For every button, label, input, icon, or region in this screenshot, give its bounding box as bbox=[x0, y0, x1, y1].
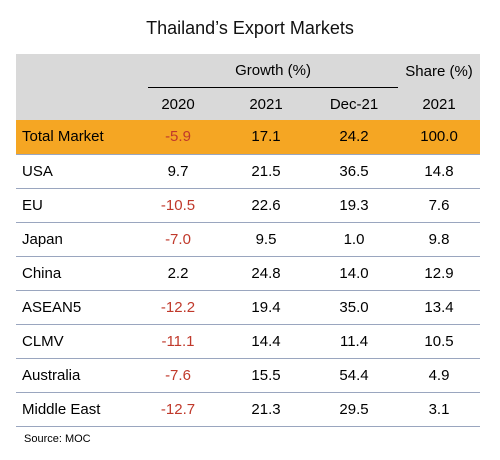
cell-growth-dec21: 54.4 bbox=[310, 358, 399, 393]
cell-growth-2021: 9.5 bbox=[222, 222, 310, 257]
cell-share-2021: 12.9 bbox=[398, 256, 481, 291]
cell-growth-2020: -12.2 bbox=[134, 290, 222, 325]
cell-growth-dec21: 29.5 bbox=[310, 392, 399, 427]
cell-share-2021: 9.8 bbox=[398, 222, 481, 257]
row-name: China bbox=[16, 256, 134, 291]
cell-growth-2020: -7.0 bbox=[134, 222, 222, 257]
table-row: China 2.2 24.8 14.0 12.9 bbox=[16, 256, 481, 291]
cell-growth-2021: 14.4 bbox=[222, 324, 310, 359]
table-row: Total Market -5.9 17.1 24.2 100.0 bbox=[16, 120, 481, 155]
column-header-dec21: Dec-21 bbox=[329, 95, 379, 113]
cell-growth-2020: -10.5 bbox=[134, 188, 222, 223]
row-name: Middle East bbox=[16, 392, 134, 427]
row-name: ASEAN5 bbox=[16, 290, 134, 325]
row-name: CLMV bbox=[16, 324, 134, 359]
row-name: Australia bbox=[16, 358, 134, 393]
column-header-share-2021: 2021 bbox=[422, 95, 456, 113]
cell-growth-2021: 21.5 bbox=[222, 154, 310, 189]
cell-share-2021: 14.8 bbox=[398, 154, 481, 189]
table-row: USA 9.7 21.5 36.5 14.8 bbox=[16, 154, 481, 189]
growth-group-label: Growth (%) bbox=[148, 54, 399, 88]
cell-share-2021: 10.5 bbox=[398, 324, 481, 359]
cell-growth-dec21: 35.0 bbox=[310, 290, 399, 325]
cell-growth-dec21: 19.3 bbox=[310, 188, 399, 223]
cell-share-2021: 13.4 bbox=[398, 290, 481, 325]
source-note: Source: MOC bbox=[24, 433, 91, 445]
cell-growth-2021: 21.3 bbox=[222, 392, 310, 427]
column-header-2021: 2021 bbox=[249, 95, 283, 113]
cell-growth-dec21: 14.0 bbox=[310, 256, 399, 291]
cell-share-2021: 100.0 bbox=[398, 120, 481, 155]
row-name: Japan bbox=[16, 222, 134, 257]
cell-growth-2021: 22.6 bbox=[222, 188, 310, 223]
cell-growth-2020: -11.1 bbox=[134, 324, 222, 359]
table-row: ASEAN5 -12.2 19.4 35.0 13.4 bbox=[16, 290, 481, 325]
table-title: Thailand’s Export Markets bbox=[146, 18, 354, 38]
cell-growth-2020: 2.2 bbox=[134, 256, 222, 291]
header-row-years: 2020 2021 Dec-21 2021 bbox=[16, 88, 481, 120]
header-empty-cell-2 bbox=[16, 88, 134, 120]
cell-growth-2020: 9.7 bbox=[134, 154, 222, 189]
table-row: Middle East -12.7 21.3 29.5 3.1 bbox=[16, 392, 481, 427]
header-row-groups: Growth (%) Share (%) bbox=[16, 54, 481, 88]
cell-growth-2020: -12.7 bbox=[134, 392, 222, 427]
cell-share-2021: 7.6 bbox=[398, 188, 481, 223]
cell-growth-dec21: 36.5 bbox=[310, 154, 399, 189]
growth-group-header: Growth (%) bbox=[134, 54, 399, 88]
column-header-2020: 2020 bbox=[161, 95, 195, 113]
cell-growth-dec21: 24.2 bbox=[310, 120, 399, 155]
cell-growth-2021: 17.1 bbox=[222, 120, 310, 155]
share-group-header: Share (%) bbox=[405, 62, 473, 80]
cell-growth-dec21: 1.0 bbox=[310, 222, 399, 257]
row-name: USA bbox=[16, 154, 134, 189]
cell-growth-2020: -5.9 bbox=[134, 120, 222, 155]
cell-growth-2021: 24.8 bbox=[222, 256, 310, 291]
table-row: Australia -7.6 15.5 54.4 4.9 bbox=[16, 358, 481, 393]
cell-growth-2020: -7.6 bbox=[134, 358, 222, 393]
table-row: EU -10.5 22.6 19.3 7.6 bbox=[16, 188, 481, 223]
table-row: CLMV -11.1 14.4 11.4 10.5 bbox=[16, 324, 481, 359]
export-markets-table: Growth (%) Share (%) 2020 2021 Dec-21 20… bbox=[16, 54, 481, 427]
cell-growth-2021: 15.5 bbox=[222, 358, 310, 393]
cell-share-2021: 4.9 bbox=[398, 358, 481, 393]
cell-growth-2021: 19.4 bbox=[222, 290, 310, 325]
table-body: Total Market -5.9 17.1 24.2 100.0 USA 9.… bbox=[16, 120, 481, 427]
row-name: EU bbox=[16, 188, 134, 223]
header-empty-cell bbox=[16, 54, 134, 88]
table-row: Japan -7.0 9.5 1.0 9.8 bbox=[16, 222, 481, 257]
row-name: Total Market bbox=[16, 120, 134, 155]
cell-growth-dec21: 11.4 bbox=[310, 324, 399, 359]
cell-share-2021: 3.1 bbox=[398, 392, 481, 427]
